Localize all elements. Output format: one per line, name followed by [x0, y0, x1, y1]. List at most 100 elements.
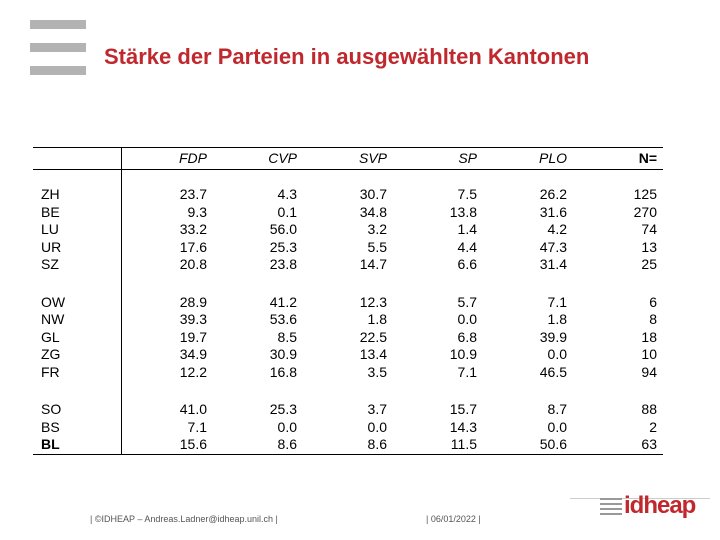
value-cell: 10.9	[449, 346, 477, 362]
footer-date: | 06/01/2022 |	[426, 514, 481, 524]
idheap-logo: idheap	[596, 492, 706, 524]
value-cell: 31.6	[539, 203, 567, 220]
value-cell: 10	[641, 346, 657, 362]
value-cell: 16.8	[269, 363, 297, 380]
value-cell: 1.8	[367, 311, 387, 327]
canton-cell: BL	[33, 436, 122, 454]
value-cell: 74	[641, 221, 657, 237]
menu-icon	[30, 20, 86, 76]
value-cell: 7.1	[457, 363, 477, 380]
value-cell: 20.8	[179, 256, 207, 272]
value-cell: 9.3	[187, 203, 207, 220]
value-cell: 8.7	[547, 401, 567, 417]
canton-cell: ZG	[33, 346, 122, 364]
value-cell: 56.0	[269, 221, 297, 237]
value-cell: 0.0	[277, 418, 297, 435]
header-sp: SP	[458, 150, 477, 167]
value-cell: 25.3	[269, 401, 297, 417]
value-cell: 31.4	[539, 256, 567, 272]
canton-cell: GL	[33, 328, 122, 346]
value-cell: 19.7	[179, 328, 207, 345]
value-cell: 6.8	[457, 328, 477, 345]
value-cell: 0.0	[367, 418, 387, 435]
header-plo: PLO	[538, 150, 567, 167]
value-cell: 0.0	[547, 418, 567, 435]
table-row: GL 19.7 8.5 22.5 6.8 39.9 18	[33, 328, 663, 346]
table-row: FR 12.2 16.8 3.5 7.1 46.5 94	[33, 363, 663, 381]
value-cell: 34.8	[359, 203, 387, 220]
table-row: SO 41.0 25.3 3.7 15.7 8.7 88	[33, 401, 663, 419]
canton-cell: FR	[33, 363, 122, 381]
value-cell: 13.8	[449, 203, 477, 220]
value-cell: 15.6	[179, 436, 207, 452]
value-cell: 18	[641, 328, 657, 345]
value-cell: 4.2	[547, 221, 567, 237]
value-cell: 1.4	[457, 221, 477, 237]
value-cell: 12.2	[179, 363, 207, 380]
value-cell: 50.6	[539, 436, 567, 452]
value-cell: 63	[641, 436, 657, 452]
value-cell: 6.6	[457, 256, 477, 272]
table-row: LU 33.2 56.0 3.2 1.4 4.2 74	[33, 221, 663, 239]
value-cell: 0.0	[457, 311, 477, 327]
value-cell: 3.5	[367, 363, 387, 380]
table-row: BL 15.6 8.6 8.6 11.5 50.6 63	[33, 436, 663, 454]
value-cell: 1.8	[547, 311, 567, 327]
group-spacer	[33, 273, 663, 294]
value-cell: 41.0	[179, 401, 207, 417]
footer-copyright: | ©IDHEAP – Andreas.Ladner@idheap.unil.c…	[90, 514, 278, 524]
value-cell: 13	[641, 238, 657, 255]
value-cell: 2	[649, 418, 657, 435]
value-cell: 8.5	[277, 328, 297, 345]
value-cell: 4.3	[277, 186, 297, 202]
value-cell: 23.8	[269, 256, 297, 272]
value-cell: 23.7	[179, 186, 207, 202]
value-cell: 5.7	[457, 293, 477, 310]
value-cell: 3.2	[367, 221, 387, 237]
table-row: UR 17.6 25.3 5.5 4.4 47.3 13	[33, 238, 663, 256]
value-cell: 3.7	[367, 401, 387, 417]
value-cell: 94	[641, 363, 657, 380]
canton-cell: SO	[33, 401, 122, 419]
group-spacer	[33, 169, 663, 186]
value-cell: 0.0	[547, 346, 567, 362]
value-cell: 0.1	[277, 203, 297, 220]
table-header-row: FDP CVP SVP SP PLO N=	[33, 147, 663, 170]
value-cell: 8.6	[277, 436, 297, 452]
header-cvp: CVP	[268, 150, 297, 167]
party-strength-table: FDP CVP SVP SP PLO N= ZH 23.7 4.3 30.7 7.5 26…	[33, 147, 663, 455]
value-cell: 14.7	[359, 256, 387, 272]
value-cell: 7.1	[547, 293, 567, 310]
table-row: ZG 34.9 30.9 13.4 10.9 0.0 10	[33, 346, 663, 364]
canton-cell: UR	[33, 238, 122, 256]
table-row: ZH 23.7 4.3 30.7 7.5 26.2 125	[33, 186, 663, 204]
logo-lines-icon	[600, 498, 622, 516]
logo-text: idheap	[624, 492, 696, 519]
value-cell: 15.7	[449, 401, 477, 417]
value-cell: 25.3	[269, 238, 297, 255]
table-row: BE 9.3 0.1 34.8 13.8 31.6 270	[33, 203, 663, 221]
table-row: NW 39.3 53.6 1.8 0.0 1.8 8	[33, 311, 663, 329]
value-cell: 53.6	[269, 311, 297, 327]
value-cell: 8.6	[367, 436, 387, 452]
value-cell: 25	[641, 256, 657, 272]
group-spacer	[33, 381, 663, 401]
canton-cell: BE	[33, 203, 122, 221]
value-cell: 11.5	[450, 436, 477, 452]
header-canton	[33, 147, 122, 170]
value-cell: 34.9	[179, 346, 207, 362]
header-svp: SVP	[358, 150, 387, 167]
value-cell: 39.3	[179, 311, 207, 327]
value-cell: 8	[649, 311, 657, 327]
value-cell: 4.4	[457, 238, 477, 255]
value-cell: 125	[633, 186, 657, 202]
header-n: N=	[638, 150, 657, 167]
value-cell: 30.7	[359, 186, 387, 202]
value-cell: 14.3	[449, 418, 477, 435]
value-cell: 6	[649, 293, 657, 310]
canton-cell: BS	[33, 418, 122, 436]
value-cell: 270	[633, 203, 657, 220]
value-cell: 46.5	[539, 363, 567, 380]
value-cell: 47.3	[539, 238, 567, 255]
canton-cell: SZ	[33, 256, 122, 274]
